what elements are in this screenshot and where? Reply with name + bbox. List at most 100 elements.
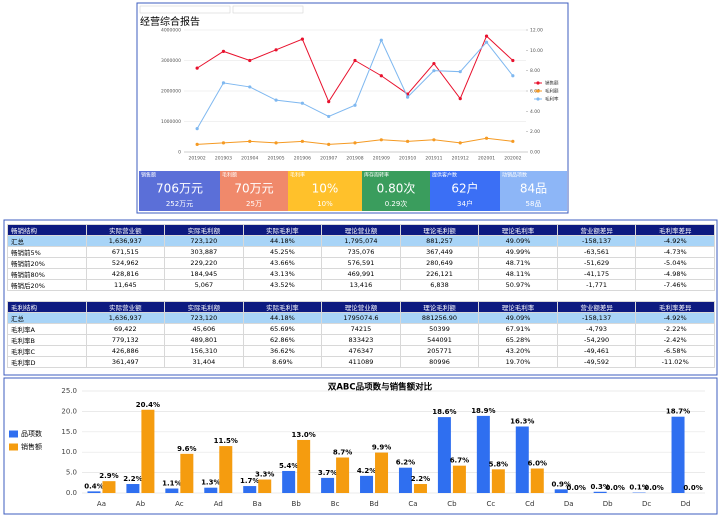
x-tick-label: Dc <box>642 500 651 508</box>
kpi-card <box>430 171 500 211</box>
x-tick-label: 201908 <box>346 156 363 162</box>
kpi-card <box>220 171 288 211</box>
filter-box[interactable] <box>139 5 231 14</box>
value-label: 3.3% <box>255 471 274 479</box>
table-cell: 毛利率A <box>7 323 87 335</box>
y-tick-label: 0.0 <box>66 489 77 497</box>
point <box>484 40 489 44</box>
bar <box>413 484 427 493</box>
table-cell: 723,120 <box>164 312 244 324</box>
table-cell: 汇总 <box>7 312 87 324</box>
x-tick-label: 202001 <box>478 156 495 162</box>
y-tick-label: 10.0 <box>61 448 77 456</box>
table-cell: -54,290 <box>556 334 637 346</box>
x-tick-label: Bb <box>292 500 302 508</box>
bar <box>102 481 116 493</box>
table-row: 毛利率A 69,422 45,606 65.69% 74215 50399 67.91% -4… <box>7 323 715 335</box>
table-cell: 367,449 <box>399 246 480 258</box>
y-tick-label: 25.0 <box>61 387 77 395</box>
table-cell: -49,592 <box>556 356 637 368</box>
table-cell: 13,416 <box>321 279 401 291</box>
x-tick-label: 201912 <box>452 156 469 162</box>
value-label: 0.9% <box>552 480 571 488</box>
table-cell: 576,591 <box>321 257 401 269</box>
table-cell: 469,991 <box>321 268 401 280</box>
value-label: 11.5% <box>214 437 238 445</box>
value-label: 0.4% <box>84 482 103 490</box>
table-cell: 65.28% <box>478 334 558 346</box>
table-cell: 毛利率C <box>7 345 87 357</box>
kpi-label: 提供客户数 <box>432 172 457 179</box>
kpi-value: 62户 <box>451 181 478 196</box>
x-tick-label: Da <box>564 500 574 508</box>
point <box>458 141 462 145</box>
bar <box>515 426 529 493</box>
kpi-label: 库存周转率 <box>364 172 389 179</box>
value-label: 2.2% <box>411 475 430 483</box>
table-cell: 361,497 <box>85 356 166 368</box>
x-tick-label: 201905 <box>267 156 284 162</box>
point <box>484 34 489 38</box>
point <box>248 139 252 143</box>
x-tick-label: 201911 <box>425 156 442 162</box>
table-cell: 营业额差异 <box>556 224 637 236</box>
table-cell: 8.69% <box>242 356 323 368</box>
table-cell: 74215 <box>321 323 401 335</box>
point <box>379 38 383 42</box>
x-tick-label: 201910 <box>399 156 416 162</box>
table-cell: 43.52% <box>242 279 323 291</box>
table-cell: 1795074.6 <box>321 312 401 324</box>
point <box>353 103 357 107</box>
bar <box>165 488 179 493</box>
y2-tick-label: 10.00 <box>530 48 543 54</box>
bar <box>398 467 412 493</box>
value-label: 9.6% <box>177 445 196 453</box>
table-cell: 48.71% <box>478 257 558 269</box>
x-tick-label: 201902 <box>189 156 206 162</box>
bar <box>297 439 311 493</box>
value-label: 0.1% <box>629 484 648 492</box>
table-header: 畅销结构 实际营业额 实际毛利额 实际毛利率 理论营业额 理论毛利额 理论毛利率 营业额差异毛… <box>7 224 715 236</box>
bar <box>204 487 218 493</box>
y-tick-label: 4000000 <box>161 28 181 34</box>
x-tick-label: 202002 <box>504 156 521 162</box>
value-label: 13.0% <box>292 431 316 439</box>
table-cell: 44.18% <box>242 312 323 324</box>
value-label: 4.2% <box>357 467 376 475</box>
table-cell: 6,838 <box>399 279 480 291</box>
table-cell: 畅销结构 <box>7 224 87 236</box>
kpi-label: 毛利率 <box>290 172 305 179</box>
x-tick-label: Db <box>603 500 613 508</box>
legend-swatch <box>9 443 18 451</box>
bar <box>87 491 101 493</box>
point <box>432 138 436 142</box>
value-label: 6.7% <box>450 457 469 465</box>
table-row: 汇总 1,636,937 723,120 44.18% 1,795,074 881,257… <box>7 235 715 247</box>
table-cell: 229,220 <box>164 257 244 269</box>
x-tick-label: Ac <box>175 500 184 508</box>
x-tick-label: Ca <box>408 500 417 508</box>
value-label: 18.7% <box>666 408 690 416</box>
table-cell: 48.11% <box>478 268 558 280</box>
bar <box>375 452 389 493</box>
kpi-sub: 25万 <box>246 200 262 208</box>
y-tick-label: 2000000 <box>161 89 181 95</box>
x-tick-label: Cb <box>447 500 457 508</box>
table-cell: 31,404 <box>164 356 244 368</box>
table-cell: 理论营业额 <box>321 224 401 236</box>
table-cell: 43.66% <box>242 257 323 269</box>
table-cell: 理论营业额 <box>321 301 401 313</box>
filter-box[interactable] <box>232 5 304 14</box>
point <box>406 95 410 99</box>
point <box>300 37 304 41</box>
x-tick-label: Ba <box>253 500 262 508</box>
value-label: 0.0% <box>644 484 663 492</box>
table-cell: 303,887 <box>164 246 244 258</box>
point <box>406 139 410 143</box>
y2-tick-label: 12.00 <box>530 28 543 34</box>
table-cell: 营业额差异 <box>556 301 637 313</box>
table-cell: 881256.90 <box>399 312 480 324</box>
table-cell: 44.18% <box>242 235 323 247</box>
point <box>195 66 199 70</box>
table-cell: 49.99% <box>478 246 558 258</box>
